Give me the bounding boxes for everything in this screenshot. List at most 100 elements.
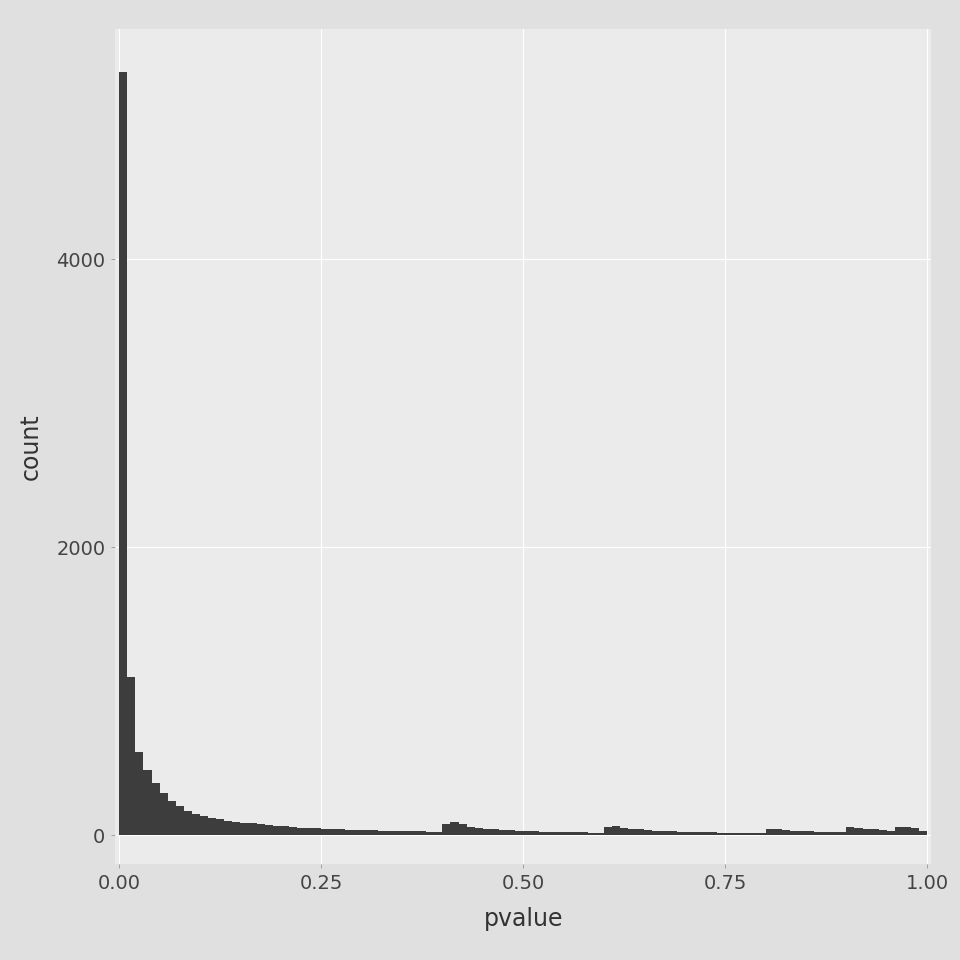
Bar: [919, 831, 927, 835]
Bar: [765, 829, 774, 835]
Bar: [571, 832, 580, 835]
Bar: [402, 831, 410, 835]
Bar: [394, 831, 402, 835]
Bar: [847, 828, 854, 835]
Bar: [168, 801, 176, 835]
Bar: [854, 828, 862, 835]
Bar: [580, 832, 588, 835]
Bar: [838, 832, 847, 835]
Bar: [410, 831, 419, 835]
Bar: [450, 822, 459, 835]
Bar: [305, 828, 313, 835]
Bar: [426, 831, 434, 835]
Bar: [143, 770, 152, 835]
Bar: [822, 831, 830, 835]
Bar: [297, 828, 305, 835]
Bar: [653, 831, 660, 835]
Bar: [491, 829, 499, 835]
Bar: [911, 828, 919, 835]
Bar: [531, 831, 540, 835]
Bar: [790, 831, 798, 835]
Bar: [588, 832, 596, 835]
Bar: [604, 828, 612, 835]
Bar: [152, 783, 159, 835]
Bar: [192, 814, 200, 835]
Bar: [200, 816, 208, 835]
Bar: [540, 831, 547, 835]
Bar: [644, 830, 653, 835]
Bar: [781, 830, 790, 835]
Bar: [620, 828, 628, 835]
Bar: [741, 833, 750, 835]
Bar: [378, 830, 386, 835]
Bar: [459, 825, 467, 835]
Bar: [119, 72, 128, 835]
Bar: [176, 806, 184, 835]
Bar: [871, 829, 878, 835]
Bar: [887, 831, 895, 835]
Bar: [322, 828, 329, 835]
Bar: [750, 833, 757, 835]
Bar: [256, 825, 265, 835]
Bar: [668, 831, 677, 835]
Bar: [313, 828, 322, 835]
Bar: [240, 823, 249, 835]
Bar: [475, 828, 483, 835]
Bar: [135, 752, 143, 835]
Bar: [273, 826, 281, 835]
Bar: [507, 830, 516, 835]
Bar: [499, 829, 507, 835]
Bar: [612, 826, 620, 835]
Bar: [556, 832, 564, 835]
Bar: [281, 827, 289, 835]
Bar: [717, 832, 725, 835]
Bar: [862, 828, 871, 835]
Bar: [516, 831, 523, 835]
Bar: [419, 831, 426, 835]
Bar: [329, 829, 337, 835]
Bar: [814, 831, 822, 835]
Bar: [483, 828, 491, 835]
Bar: [806, 831, 814, 835]
Bar: [774, 828, 781, 835]
Bar: [467, 827, 475, 835]
Bar: [362, 830, 370, 835]
Bar: [225, 821, 232, 835]
Bar: [547, 831, 556, 835]
Bar: [208, 818, 216, 835]
Bar: [684, 832, 693, 835]
Bar: [443, 824, 450, 835]
Bar: [289, 827, 297, 835]
Bar: [232, 822, 240, 835]
Bar: [596, 832, 604, 835]
Bar: [903, 828, 911, 835]
Bar: [636, 829, 644, 835]
Bar: [346, 829, 353, 835]
Y-axis label: count: count: [18, 413, 42, 480]
Bar: [798, 831, 806, 835]
Bar: [701, 832, 709, 835]
Bar: [159, 793, 168, 835]
Bar: [564, 832, 571, 835]
Bar: [249, 824, 256, 835]
Bar: [725, 832, 733, 835]
Bar: [386, 831, 394, 835]
Bar: [628, 828, 636, 835]
Bar: [337, 829, 346, 835]
Bar: [895, 827, 903, 835]
Bar: [660, 831, 668, 835]
Bar: [709, 832, 717, 835]
Bar: [265, 826, 273, 835]
X-axis label: pvalue: pvalue: [484, 906, 563, 930]
Bar: [830, 832, 838, 835]
Bar: [757, 833, 765, 835]
Bar: [353, 830, 362, 835]
Bar: [128, 677, 135, 835]
Bar: [878, 830, 887, 835]
Bar: [523, 831, 531, 835]
Bar: [677, 831, 684, 835]
Bar: [216, 820, 225, 835]
Bar: [693, 832, 701, 835]
Bar: [733, 833, 741, 835]
Bar: [434, 831, 443, 835]
